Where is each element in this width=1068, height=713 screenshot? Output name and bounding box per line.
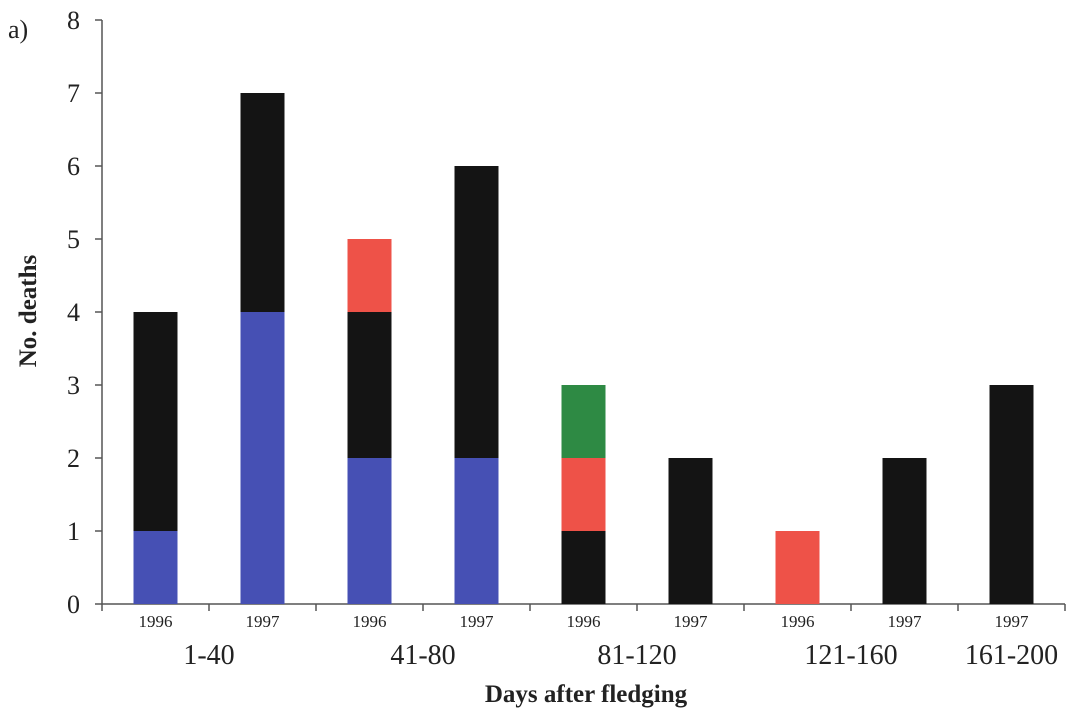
y-tick-label: 7 xyxy=(67,79,80,108)
y-tick-label: 2 xyxy=(67,444,80,473)
y-tick-label: 3 xyxy=(67,371,80,400)
group-label: 1-40 xyxy=(183,640,234,671)
y-tick-label: 8 xyxy=(67,6,80,35)
bar-segment xyxy=(347,458,392,604)
y-tick-label: 5 xyxy=(67,225,80,254)
bar-segment xyxy=(454,166,499,458)
group-label: 81-120 xyxy=(597,640,676,671)
y-tick-label: 6 xyxy=(67,152,80,181)
y-tick-label: 0 xyxy=(67,590,80,619)
bar-segment xyxy=(240,312,285,604)
x-tick-label: 1996 xyxy=(139,612,173,631)
bar-segment xyxy=(240,93,285,312)
group-label: 121-160 xyxy=(804,640,897,671)
x-tick-label: 1996 xyxy=(353,612,387,631)
bar-segment xyxy=(347,312,392,458)
y-axis-label: No. deaths xyxy=(15,254,42,367)
panel-label: a) xyxy=(8,15,28,44)
y-tick-label: 1 xyxy=(67,517,80,546)
y-axis-ticks: 0 1 2 3 4 5 6 7 8 xyxy=(67,6,102,619)
x-tick-label: 1997 xyxy=(246,612,281,631)
bar-segment xyxy=(882,458,927,604)
y-tick-label: 4 xyxy=(67,298,80,327)
bar-segment xyxy=(775,531,820,604)
bar-segment xyxy=(561,385,606,458)
bar-segment xyxy=(133,531,178,604)
x-tick-label: 1997 xyxy=(460,612,495,631)
bar-segment xyxy=(347,239,392,312)
x-tick-label: 1997 xyxy=(995,612,1030,631)
group-label: 161-200 xyxy=(965,640,1058,671)
bar-segment xyxy=(561,531,606,604)
bar-segment xyxy=(561,458,606,531)
x-tick-label: 1997 xyxy=(674,612,709,631)
bars xyxy=(133,93,1034,604)
x-axis-ticks: 1996 1997 1996 1997 1996 1997 1996 1997 1997 1-40… xyxy=(101,604,1066,671)
bar-segment xyxy=(133,312,178,531)
x-tick-label: 1997 xyxy=(888,612,923,631)
x-tick-label: 1996 xyxy=(567,612,601,631)
x-axis-label: Days after fledging xyxy=(485,681,688,708)
group-label: 41-80 xyxy=(390,640,455,671)
x-tick-label: 1996 xyxy=(781,612,815,631)
bar-segment xyxy=(668,458,713,604)
bar-segment xyxy=(454,458,499,604)
bar-segment xyxy=(989,385,1034,604)
